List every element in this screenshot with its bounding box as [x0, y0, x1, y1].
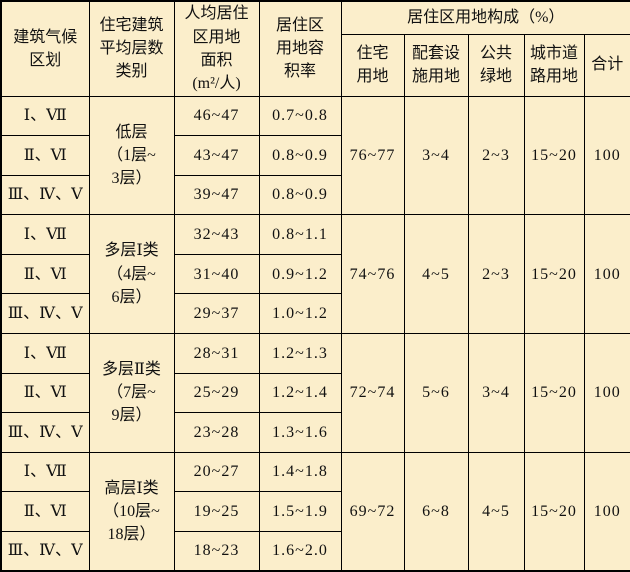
header-residential-land: 住宅 用地 [340, 33, 405, 97]
area-cell: 19~25 [173, 491, 260, 532]
road-share-cell: 15~20 [523, 214, 585, 334]
far-cell: 1.6~2.0 [258, 530, 342, 572]
area-cell: 31~40 [173, 253, 260, 295]
total-cell: 100 [583, 332, 630, 453]
header-climate-zone: 建筑气候 区划 [0, 0, 90, 97]
far-cell: 0.7~0.8 [258, 95, 342, 137]
header-composition-group: 居住区用地构成（%） [340, 0, 630, 35]
table-row: Ⅱ、Ⅵ 19~25 1.5~1.9 [0, 491, 630, 532]
far-cell: 1.2~1.4 [258, 372, 342, 414]
climate-cell: Ⅱ、Ⅵ [0, 253, 90, 295]
climate-cell: Ⅰ、Ⅶ [0, 451, 90, 493]
area-cell: 43~47 [173, 135, 260, 176]
far-cell: 0.8~0.9 [258, 174, 342, 216]
green-share-cell: 4~5 [467, 451, 525, 572]
area-cell: 20~27 [173, 451, 260, 493]
area-cell: 32~43 [173, 214, 260, 255]
road-share-cell: 15~20 [523, 95, 585, 216]
far-cell: 1.5~1.9 [258, 491, 342, 532]
green-share-cell: 3~4 [467, 332, 525, 453]
facilities-share-cell: 3~4 [403, 95, 469, 216]
table-row: Ⅰ、Ⅶ 多层Ⅰ类 （4层~ 6层） 32~43 0.8~1.1 74~76 4~… [0, 214, 630, 334]
residential-share-cell: 76~77 [340, 95, 405, 216]
header-floor-area-ratio: 居住区 用地容 积率 [258, 0, 342, 97]
climate-cell: Ⅰ、Ⅶ [0, 214, 90, 255]
total-cell: 100 [583, 95, 630, 216]
total-cell: 100 [583, 214, 630, 334]
green-share-cell: 2~3 [467, 95, 525, 216]
climate-cell: Ⅰ、Ⅶ [0, 95, 90, 137]
header-total: 合计 [583, 33, 630, 97]
category-cell: 多层Ⅱ类 （7层~ 9层） [88, 332, 175, 453]
residential-share-cell: 74~76 [340, 214, 405, 334]
road-share-cell: 15~20 [523, 451, 585, 572]
far-cell: 0.8~0.9 [258, 135, 342, 176]
table-row: Ⅱ、Ⅵ 25~29 1.2~1.4 [0, 372, 630, 414]
area-cell: 39~47 [173, 174, 260, 216]
table-row: Ⅲ、Ⅳ、Ⅴ 39~47 0.8~0.9 [0, 174, 630, 216]
climate-cell: Ⅲ、Ⅳ、Ⅴ [0, 174, 90, 216]
area-cell: 29~37 [173, 293, 260, 334]
table-row: Ⅲ、Ⅳ、Ⅴ 18~23 1.6~2.0 [0, 530, 630, 572]
residential-share-cell: 72~74 [340, 332, 405, 453]
green-share-cell: 2~3 [467, 214, 525, 334]
area-cell: 28~31 [173, 332, 260, 374]
table-row: Ⅱ、Ⅵ 31~40 0.9~1.2 [0, 253, 630, 295]
climate-cell: Ⅲ、Ⅳ、Ⅴ [0, 293, 90, 334]
far-cell: 0.8~1.1 [258, 214, 342, 255]
table-row: Ⅲ、Ⅳ、Ⅴ 23~28 1.3~1.6 [0, 412, 630, 453]
table-row: Ⅰ、Ⅶ 多层Ⅱ类 （7层~ 9层） 28~31 1.2~1.3 72~74 5~… [0, 332, 630, 453]
climate-cell: Ⅱ、Ⅵ [0, 491, 90, 532]
header-facilities-land: 配套设 施用地 [403, 33, 469, 97]
header-road-land: 城市道 路用地 [523, 33, 585, 97]
far-cell: 1.2~1.3 [258, 332, 342, 374]
facilities-share-cell: 5~6 [403, 332, 469, 453]
area-cell: 23~28 [173, 412, 260, 453]
far-cell: 1.3~1.6 [258, 412, 342, 453]
category-cell: 高层Ⅰ类 （10层~ 18层） [88, 451, 175, 572]
category-cell: 多层Ⅰ类 （4层~ 6层） [88, 214, 175, 334]
table-row: Ⅰ、Ⅶ 高层Ⅰ类 （10层~ 18层） 20~27 1.4~1.8 69~72 … [0, 451, 630, 572]
far-cell: 0.9~1.2 [258, 253, 342, 295]
total-cell: 100 [583, 451, 630, 572]
climate-cell: Ⅰ、Ⅶ [0, 332, 90, 374]
table-row: Ⅰ、Ⅶ 低层 （1层~ 3层） 46~47 0.7~0.8 76~77 3~4 … [0, 95, 630, 216]
climate-cell: Ⅱ、Ⅵ [0, 135, 90, 176]
area-cell: 18~23 [173, 530, 260, 572]
residential-share-cell: 69~72 [340, 451, 405, 572]
facilities-share-cell: 4~5 [403, 214, 469, 334]
road-share-cell: 15~20 [523, 332, 585, 453]
table-row: Ⅱ、Ⅵ 43~47 0.8~0.9 [0, 135, 630, 176]
category-cell: 低层 （1层~ 3层） [88, 95, 175, 216]
facilities-share-cell: 6~8 [403, 451, 469, 572]
header-per-capita-area: 人均居住 区用地 面积 (m²/人) [173, 0, 260, 97]
header-building-category: 住宅建筑 平均层数 类别 [88, 0, 175, 97]
far-cell: 1.0~1.2 [258, 293, 342, 334]
far-cell: 1.4~1.8 [258, 451, 342, 493]
climate-cell: Ⅱ、Ⅵ [0, 372, 90, 414]
area-cell: 25~29 [173, 372, 260, 414]
area-cell: 46~47 [173, 95, 260, 137]
climate-cell: Ⅲ、Ⅳ、Ⅴ [0, 530, 90, 572]
table-row: Ⅲ、Ⅳ、Ⅴ 29~37 1.0~1.2 [0, 293, 630, 334]
header-green-space: 公共 绿地 [467, 33, 525, 97]
climate-cell: Ⅲ、Ⅳ、Ⅴ [0, 412, 90, 453]
